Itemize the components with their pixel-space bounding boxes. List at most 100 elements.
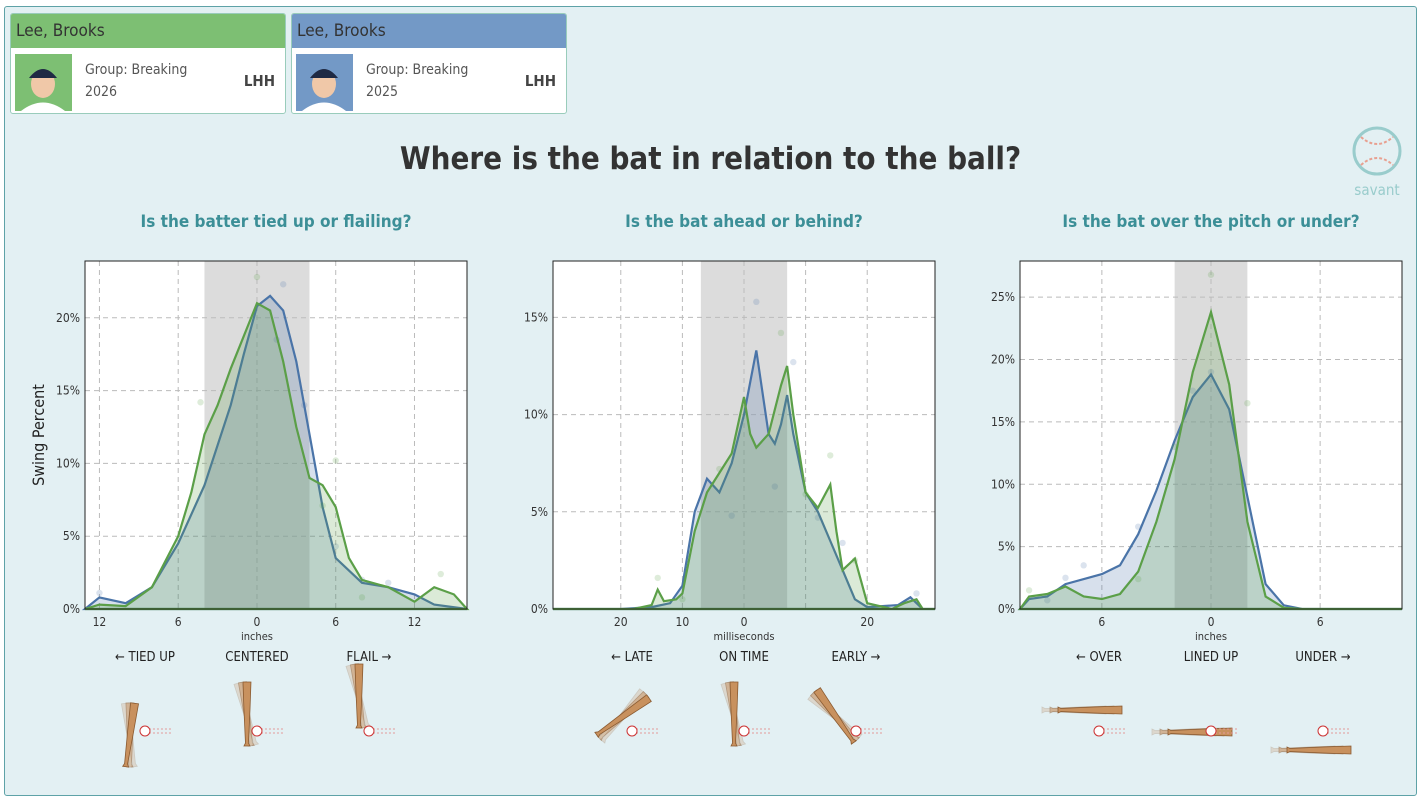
data-point (913, 590, 920, 597)
ball-icon (139, 725, 151, 737)
bat-icon (1286, 745, 1352, 755)
direction-label: LINED UP (1184, 650, 1238, 665)
bat-icon (594, 694, 652, 738)
data-point (654, 574, 661, 582)
data-point (753, 298, 760, 306)
data-point (1207, 368, 1215, 376)
y-tick-label: 10% (524, 408, 548, 422)
y-tick-label: 20% (991, 353, 1015, 367)
card-header: Lee, Brooks (11, 14, 285, 48)
data-point (301, 401, 308, 409)
data-point (1062, 574, 1069, 582)
data-point (1135, 575, 1142, 583)
y-tick-label: 15% (56, 384, 80, 398)
player-card[interactable]: Lee, Brooks Group: Breaking 2025 LHH (291, 13, 567, 114)
x-axis-label: inches (1195, 630, 1227, 643)
data-point (1044, 597, 1051, 604)
y-tick-label: 20% (56, 311, 80, 325)
plot-frame (1019, 260, 1403, 610)
y-tick-label: 15% (991, 415, 1015, 429)
ball-trail (372, 728, 397, 734)
card-hand: LHH (243, 72, 275, 90)
bat-icon (1057, 705, 1123, 715)
swing-icon (720, 681, 772, 747)
player-card[interactable]: Lee, Brooks Group: Breaking 2026 LHH (10, 13, 286, 114)
data-point (1025, 587, 1033, 594)
y-tick-label: 10% (991, 477, 1015, 491)
card-hand: LHH (524, 72, 556, 90)
ball-trail (860, 728, 884, 734)
direction-label: ON TIME (719, 650, 769, 665)
ball-icon (1093, 725, 1105, 737)
direction-label: FLAIL → (346, 650, 391, 665)
ball-icon (738, 725, 750, 737)
card-year: 2025 (366, 84, 399, 100)
data-point (728, 512, 735, 519)
data-point (851, 557, 859, 564)
bat-icon (813, 687, 857, 745)
direction-label: ← OVER (1076, 650, 1122, 665)
density-area (553, 350, 935, 611)
ball-icon (1317, 725, 1329, 737)
player-photo (15, 54, 72, 111)
data-point (814, 514, 822, 521)
ball-trail (148, 728, 173, 734)
data-point (1189, 387, 1197, 394)
chart-title: Is the bat ahead or behind? (625, 212, 863, 232)
swing-icon (233, 681, 285, 747)
ball-icon (1205, 725, 1217, 737)
data-point (1171, 443, 1178, 451)
swing-icon (1270, 725, 1352, 755)
x-tick-label: 0 (741, 615, 748, 629)
data-point (716, 465, 723, 473)
data-point (1135, 523, 1142, 530)
direction-label: CENTERED (225, 650, 288, 665)
x-tick-label: 12 (93, 615, 107, 629)
plot-frame (84, 260, 468, 610)
x-tick-label: 6 (332, 615, 339, 629)
x-tick-label: 12 (408, 615, 422, 629)
data-point (319, 502, 326, 509)
bat-icon (354, 663, 364, 729)
player-photo (296, 54, 353, 111)
swing-icon (345, 663, 397, 737)
data-point (771, 483, 779, 490)
card-group: Group: Breaking (366, 62, 469, 78)
x-tick-label: 20 (614, 615, 628, 629)
swing-icon (1041, 705, 1127, 737)
ball-trail (1103, 728, 1127, 734)
card-header: Lee, Brooks (292, 14, 566, 48)
ball-icon (626, 725, 638, 737)
data-point (332, 457, 339, 464)
logo-ball (1352, 126, 1402, 176)
swing-icon (594, 688, 660, 744)
data-point (385, 579, 392, 586)
logo[interactable]: savant (1347, 125, 1407, 199)
y-tick-label: 10% (56, 456, 80, 470)
data-point (358, 594, 366, 601)
x-tick-label: 0 (254, 615, 261, 629)
data-point (280, 281, 287, 288)
swing-icon (1151, 725, 1239, 737)
y-axis-label: Swing Percent (29, 384, 48, 486)
data-point (802, 491, 809, 498)
ball-icon (850, 725, 862, 737)
data-point (253, 273, 261, 281)
x-axis-label: inches (241, 630, 273, 643)
card-year: 2026 (85, 84, 118, 100)
data-point (777, 329, 785, 337)
y-tick-label: 5% (531, 505, 548, 519)
x-tick-label: 6 (175, 615, 182, 629)
density-area (81, 294, 468, 611)
data-point (437, 570, 444, 578)
ball-trail (636, 728, 660, 734)
swing-icon (807, 687, 884, 745)
y-tick-label: 15% (524, 310, 548, 324)
x-tick-label: 20 (860, 615, 874, 629)
y-tick-label: 25% (991, 290, 1015, 304)
swing-icon (120, 702, 173, 768)
y-tick-label: 5% (998, 540, 1015, 554)
data-point (839, 539, 846, 547)
y-tick-label: 5% (63, 529, 80, 543)
